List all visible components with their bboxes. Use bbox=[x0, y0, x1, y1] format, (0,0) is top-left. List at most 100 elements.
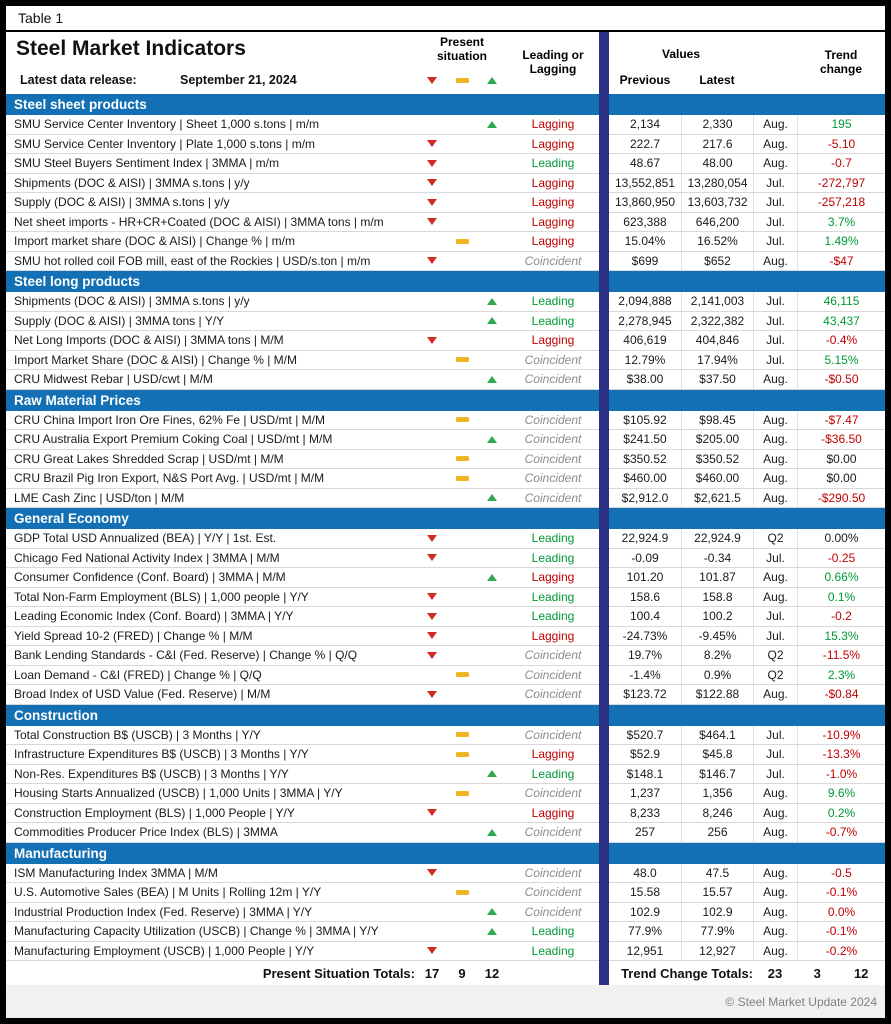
situation-down-cell bbox=[417, 292, 447, 311]
trend-total-flat: 3 bbox=[813, 965, 821, 981]
situation-flat-cell bbox=[447, 312, 477, 331]
trend-totals-label: Trend Change Totals: bbox=[621, 965, 753, 981]
period-label: Aug. bbox=[753, 410, 797, 429]
previous-value: 101.20 bbox=[626, 570, 664, 585]
previous-value: 15.04% bbox=[624, 234, 666, 249]
indicator-name: SMU Steel Buyers Sentiment Index | 3MMA … bbox=[14, 156, 279, 171]
situation-up-cell bbox=[477, 135, 507, 154]
down-triangle-icon bbox=[427, 690, 437, 698]
situation-up-cell bbox=[477, 292, 507, 311]
indicator-row: CRU China Import Iron Ore Fines, 62% Fe … bbox=[6, 410, 885, 430]
situation-down-cell bbox=[417, 627, 447, 646]
classification-label: Coincident bbox=[524, 687, 582, 702]
situation-flat-cell bbox=[447, 193, 477, 212]
situation-down-cell bbox=[417, 450, 447, 469]
situation-flat-cell bbox=[447, 489, 477, 508]
situation-up-cell bbox=[477, 193, 507, 212]
situation-flat-cell bbox=[447, 450, 477, 469]
indicator-row: Housing Starts Annualized (USCB) | 1,000… bbox=[6, 784, 885, 804]
period-label: Jul. bbox=[753, 350, 797, 369]
indicator-row: Non-Res. Expenditures B$ (USCB) | 3 Mont… bbox=[6, 764, 885, 784]
situation-up-cell bbox=[477, 411, 507, 430]
latest-value: 16.52% bbox=[681, 232, 753, 251]
present-total-down: 17 bbox=[424, 965, 440, 981]
situation-down-cell bbox=[417, 903, 447, 922]
down-triangle-icon bbox=[427, 534, 437, 542]
situation-down-cell bbox=[417, 922, 447, 941]
down-triangle-icon bbox=[427, 947, 437, 955]
trend-value: 5.15% bbox=[797, 350, 885, 369]
period-label: Q2 bbox=[753, 665, 797, 684]
up-triangle-icon bbox=[487, 120, 497, 128]
situation-down-cell bbox=[417, 115, 447, 134]
situation-flat-cell bbox=[447, 765, 477, 784]
previous-value: 100.4 bbox=[629, 609, 661, 624]
trend-value: 1.49% bbox=[797, 232, 885, 251]
previous-value: 22,924.9 bbox=[621, 531, 669, 546]
classification-label: Coincident bbox=[524, 825, 582, 840]
situation-down-cell bbox=[417, 154, 447, 173]
latest-value: 8.2% bbox=[681, 646, 753, 665]
trend-value: -$36.50 bbox=[797, 430, 885, 449]
indicator-row: Commodities Producer Price Index (BLS) |… bbox=[6, 823, 885, 843]
indicator-name: Total Non-Farm Employment (BLS) | 1,000 … bbox=[14, 589, 309, 604]
situation-up-cell bbox=[477, 666, 507, 685]
previous-value: $38.00 bbox=[626, 372, 664, 387]
divider-bar bbox=[599, 32, 609, 985]
latest-value: 13,280,054 bbox=[681, 173, 753, 192]
indicator-name: Manufacturing Employment (USCB) | 1,000 … bbox=[14, 943, 315, 958]
section-title: General Economy bbox=[14, 511, 129, 526]
situation-up-cell bbox=[477, 922, 507, 941]
previous-value: 48.67 bbox=[629, 156, 661, 171]
latest-value: $2,621.5 bbox=[681, 488, 753, 507]
values-header: Values bbox=[661, 47, 701, 61]
latest-value: $464.1 bbox=[681, 725, 753, 744]
indicator-row: Import Market Share (DOC & AISI) | Chang… bbox=[6, 350, 885, 370]
previous-value: 2,094,888 bbox=[618, 294, 672, 309]
indicator-name: Shipments (DOC & AISI) | 3MMA s.tons | y… bbox=[14, 294, 250, 309]
trend-value: 2.3% bbox=[797, 665, 885, 684]
section-header: Steel sheet products bbox=[6, 94, 885, 115]
situation-down-cell bbox=[417, 549, 447, 568]
page-title: Steel Market Indicators bbox=[16, 37, 246, 60]
period-label: Aug. bbox=[753, 449, 797, 468]
classification-label: Lagging bbox=[531, 333, 575, 348]
period-label: Jul. bbox=[753, 193, 797, 212]
period-label: Jul. bbox=[753, 331, 797, 350]
previous-value: $52.9 bbox=[629, 747, 661, 762]
indicator-row: CRU Midwest Rebar | USD/cwt | M/M Coincid… bbox=[6, 370, 885, 390]
classification-label: Lagging bbox=[531, 214, 575, 229]
period-label: Aug. bbox=[753, 803, 797, 822]
classification-label: Coincident bbox=[524, 865, 582, 880]
classification-label: Coincident bbox=[524, 352, 582, 367]
indicator-name: SMU Service Center Inventory | Plate 1,0… bbox=[14, 136, 316, 151]
down-triangle-icon bbox=[427, 651, 437, 659]
period-label: Jul. bbox=[753, 173, 797, 192]
trend-value: 15.3% bbox=[797, 626, 885, 645]
latest-value: $37.50 bbox=[681, 370, 753, 389]
classification-label: Coincident bbox=[524, 667, 582, 682]
latest-value: 12,927 bbox=[681, 941, 753, 960]
indicator-row: Total Construction B$ (USCB) | 3 Months … bbox=[6, 725, 885, 745]
situation-down-cell bbox=[417, 351, 447, 370]
previous-value: $2,912.0 bbox=[621, 490, 669, 505]
latest-value: 2,330 bbox=[681, 115, 753, 134]
latest-value: 48.00 bbox=[681, 154, 753, 173]
previous-value: $241.50 bbox=[623, 432, 667, 447]
section-header: Manufacturing bbox=[6, 842, 885, 864]
situation-up-cell bbox=[477, 726, 507, 745]
indicator-row: Broad Index of USD Value (Fed. Reserve) … bbox=[6, 685, 885, 705]
classification-label: Lagging bbox=[531, 628, 575, 643]
indicator-row: CRU Brazil Pig Iron Export, N&S Port Avg… bbox=[6, 469, 885, 489]
indicator-name: Non-Res. Expenditures B$ (USCB) | 3 Mont… bbox=[14, 766, 289, 781]
copyright: © Steel Market Update 2024 bbox=[725, 994, 877, 1009]
situation-up-cell bbox=[477, 213, 507, 232]
situation-down-cell bbox=[417, 135, 447, 154]
flat-dash-icon bbox=[455, 77, 469, 83]
classification-label: Leading bbox=[531, 313, 575, 328]
indicator-name: ISM Manufacturing Index 3MMA | M/M bbox=[14, 865, 218, 880]
indicator-row: Yield Spread 10-2 (FRED) | Change % | M/… bbox=[6, 626, 885, 646]
classification-label: Leading bbox=[531, 589, 575, 604]
previous-value: $699 bbox=[631, 253, 659, 268]
situation-down-cell bbox=[417, 411, 447, 430]
